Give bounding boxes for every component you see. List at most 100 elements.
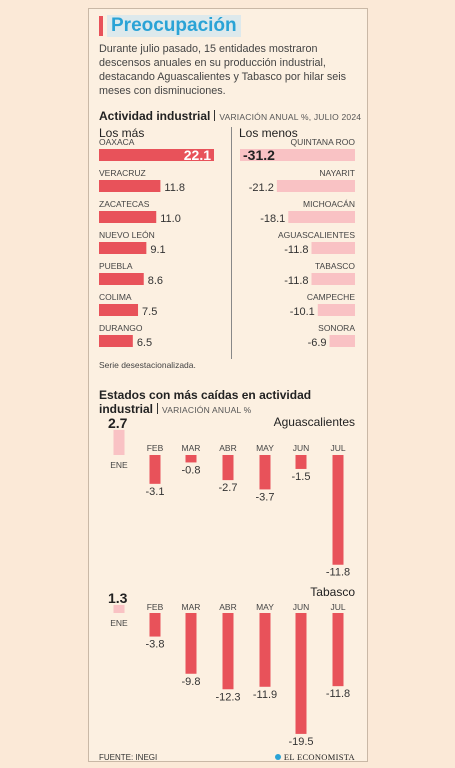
value-label-aguascalientes-jun: -1.5 bbox=[292, 471, 311, 483]
bar-nayarit bbox=[276, 180, 355, 192]
source-note: FUENTE: INEGI bbox=[99, 753, 158, 762]
month-label-tabasco-feb: FEB bbox=[147, 602, 164, 612]
month-label-aguascalientes-ene: ENE bbox=[110, 460, 128, 470]
bar-oaxaca bbox=[99, 149, 214, 161]
value-label-nuevo-leon: 9.1 bbox=[150, 244, 165, 256]
bottom-states-header: Los menos bbox=[239, 126, 298, 140]
bar-puebla bbox=[99, 273, 144, 285]
logo-text: EL ECONOMISTA bbox=[283, 752, 355, 762]
month-label-aguascalientes-feb: FEB bbox=[147, 443, 164, 453]
value-label-tabasco-jun: -19.5 bbox=[288, 736, 313, 748]
section-title-declines: Estados con más caídas en actividad indu… bbox=[99, 388, 311, 417]
state-label-zacatecas: ZACATECAS bbox=[99, 199, 150, 209]
bar-tabasco-feb bbox=[149, 613, 161, 637]
bar-aguascalientes-feb bbox=[149, 455, 161, 484]
value-label-michoacan: -18.1 bbox=[260, 213, 285, 225]
value-label-aguascalientes-feb: -3.1 bbox=[146, 486, 165, 498]
value-label-campeche: -10.1 bbox=[290, 306, 315, 318]
month-label-aguascalientes-abr: ABR bbox=[219, 443, 236, 453]
intro-text: Durante julio pasado, 15 entidades mostr… bbox=[99, 43, 347, 97]
page-title: Preocupación bbox=[107, 15, 241, 37]
state-label-veracruz: VERACRUZ bbox=[99, 168, 146, 178]
value-label-colima: 7.5 bbox=[142, 306, 157, 318]
bar-aguascalientes-may bbox=[259, 455, 271, 490]
logo-dot-icon bbox=[274, 754, 281, 760]
value-label-puebla: 8.6 bbox=[148, 275, 163, 287]
bar-tabasco-jul bbox=[332, 613, 344, 687]
month-label-tabasco-jun: JUN bbox=[293, 602, 310, 612]
bar-michoacan bbox=[288, 211, 355, 223]
bar-tabasco-jun bbox=[295, 613, 307, 734]
value-label-veracruz: 11.8 bbox=[164, 182, 185, 194]
state-label-nayarit: NAYARIT bbox=[319, 168, 355, 178]
title-separator bbox=[214, 110, 216, 121]
month-label-aguascalientes-may: MAY bbox=[256, 443, 274, 453]
bar-quintana-roo bbox=[240, 149, 355, 161]
infographic-card: Preocupación Durante julio pasado, 15 en… bbox=[88, 8, 368, 762]
state-label-quintana-roo: QUINTANA ROO bbox=[290, 137, 355, 147]
value-label-tabasco-ene: 1.3 bbox=[108, 590, 128, 606]
value-label-sonora: -6.9 bbox=[308, 337, 327, 349]
value-label-aguascalientes-ene: 2.7 bbox=[108, 415, 128, 431]
bar-tabasco bbox=[311, 273, 355, 285]
month-label-aguascalientes-mar: MAR bbox=[182, 443, 201, 453]
bar-zacatecas bbox=[99, 211, 157, 223]
section-title-activity-main: Actividad industrial bbox=[99, 109, 211, 123]
bar-aguascalientes bbox=[311, 242, 355, 254]
value-label-tabasco-jul: -11.8 bbox=[326, 688, 350, 700]
series-note: Serie desestacionalizada. bbox=[99, 360, 196, 370]
column-divider bbox=[231, 127, 232, 359]
state-label-michoacan: MICHOACÁN bbox=[303, 199, 355, 209]
bar-durango bbox=[99, 335, 133, 347]
bar-aguascalientes-jul bbox=[332, 455, 344, 565]
value-label-aguascalientes-jul: -11.8 bbox=[326, 567, 350, 579]
state-label-campeche: CAMPECHE bbox=[307, 292, 356, 302]
month-label-tabasco-jul: JUL bbox=[330, 602, 345, 612]
section-title-declines-line2: industrial bbox=[99, 402, 154, 416]
publisher-logo: EL ECONOMISTA bbox=[274, 752, 355, 762]
month-label-tabasco-mar: MAR bbox=[182, 602, 201, 612]
value-label-zacatecas: 11.0 bbox=[160, 213, 181, 225]
charts-canvas: OAXACA 22.1 VERACRUZ 11.8 ZACATECAS 11.0 NUEVO… bbox=[99, 137, 356, 748]
value-label-aguascalientes-abr: -2.7 bbox=[219, 482, 238, 494]
bar-tabasco-may bbox=[259, 613, 271, 687]
state-label-oaxaca: OAXACA bbox=[99, 137, 135, 147]
section-title-declines-line1: Estados con más caídas en actividad bbox=[99, 388, 312, 402]
month-label-aguascalientes-jul: JUL bbox=[330, 443, 345, 453]
value-label-tabasco-feb: -3.8 bbox=[146, 639, 165, 651]
state-label-aguascalientes: AGUASCALIENTES bbox=[278, 230, 355, 240]
value-label-tabasco-may: -11.9 bbox=[253, 689, 277, 701]
section-title-activity: Actividad industrial VARIACIÓN ANUAL %, J… bbox=[99, 109, 361, 123]
chart-title-aguascalientes: Aguascalientes bbox=[274, 415, 355, 429]
month-label-tabasco-abr: ABR bbox=[219, 602, 236, 612]
bar-colima bbox=[99, 304, 139, 316]
state-label-puebla: PUEBLA bbox=[99, 261, 133, 271]
value-label-tabasco: -11.8 bbox=[284, 275, 308, 287]
title-separator bbox=[157, 403, 159, 414]
bar-tabasco-abr bbox=[222, 613, 234, 690]
bar-aguascalientes-ene bbox=[113, 429, 125, 455]
state-label-tabasco: TABASCO bbox=[315, 261, 355, 271]
bar-nuevo-leon bbox=[99, 242, 147, 254]
value-label-aguascalientes: -11.8 bbox=[284, 244, 308, 256]
bar-aguascalientes-jun bbox=[295, 455, 307, 469]
bar-campeche bbox=[317, 304, 355, 316]
month-label-tabasco-may: MAY bbox=[256, 602, 274, 612]
value-label-tabasco-abr: -12.3 bbox=[215, 691, 240, 703]
bar-tabasco-ene bbox=[113, 604, 125, 613]
state-label-colima: COLIMA bbox=[99, 292, 132, 302]
section-subtitle-activity: VARIACIÓN ANUAL %, JULIO 2024 bbox=[219, 112, 362, 122]
bar-sonora bbox=[329, 335, 355, 347]
value-label-durango: 6.5 bbox=[137, 337, 152, 349]
month-label-aguascalientes-jun: JUN bbox=[293, 443, 310, 453]
chart-title-tabasco: Tabasco bbox=[310, 585, 355, 599]
value-label-quintana-roo: -31.2 bbox=[243, 147, 275, 163]
state-label-sonora: SONORA bbox=[318, 323, 355, 333]
value-label-aguascalientes-may: -3.7 bbox=[256, 491, 275, 503]
title-accent-mark bbox=[99, 16, 103, 36]
bar-aguascalientes-mar bbox=[185, 455, 197, 463]
section-subtitle-declines: VARIACIÓN ANUAL % bbox=[162, 405, 252, 415]
value-label-oaxaca: 22.1 bbox=[184, 147, 211, 163]
bar-aguascalientes-abr bbox=[222, 455, 234, 481]
bar-veracruz bbox=[99, 180, 161, 192]
